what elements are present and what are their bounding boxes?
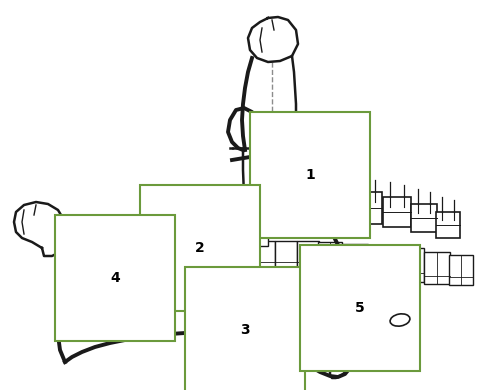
Bar [411,204,437,232]
Bar [436,212,460,238]
Bar [230,242,252,270]
Bar [275,241,297,269]
Bar [228,225,248,247]
Ellipse shape [390,314,410,326]
Bar [368,245,396,279]
Bar [253,241,275,269]
Text: 3: 3 [240,323,250,337]
Bar [342,244,368,276]
Text: 1: 1 [305,168,315,182]
Bar [297,241,319,269]
Bar [318,242,342,272]
Bar [424,252,450,284]
Text: 4: 4 [110,271,120,285]
Bar [396,248,424,282]
Bar [449,255,473,285]
Bar [208,227,228,249]
Bar [207,244,229,272]
Bar [248,224,268,246]
Text: 2: 2 [195,241,205,255]
Text: 5: 5 [355,301,365,315]
Bar [383,197,411,227]
Bar [354,192,382,224]
